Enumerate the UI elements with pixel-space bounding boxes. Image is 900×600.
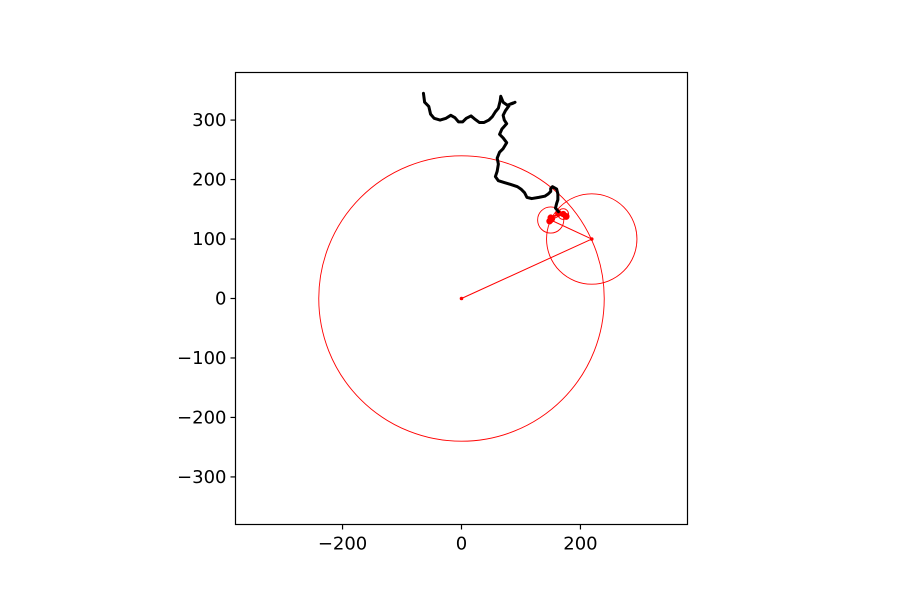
y-tick-label: −300 (177, 467, 226, 488)
y-tick-label: 200 (192, 170, 226, 191)
y-tick-label: −100 (177, 348, 226, 369)
y-tick-label: −200 (177, 407, 226, 428)
epicycle-circle-1 (546, 193, 638, 285)
x-tick-label: 0 (456, 534, 467, 555)
arm-point-1 (589, 237, 594, 241)
y-tick-label: 100 (192, 229, 226, 250)
y-axis: −300 −200 −100 0 100 200 300 (177, 110, 236, 488)
x-tick-label: −200 (318, 534, 367, 555)
arm-point-8 (547, 214, 554, 221)
traced-path (421, 91, 560, 214)
arm-point-0 (459, 296, 464, 301)
plot-content (318, 91, 638, 442)
arm-point-4 (562, 213, 570, 220)
epicycle-circle-0 (318, 155, 605, 442)
y-tick-label: 300 (192, 110, 226, 131)
epicycle-circle-2 (537, 206, 565, 234)
x-tick-label: 200 (563, 534, 597, 555)
y-tick-label: 0 (215, 289, 226, 310)
x-axis: −200 0 200 (318, 524, 598, 555)
